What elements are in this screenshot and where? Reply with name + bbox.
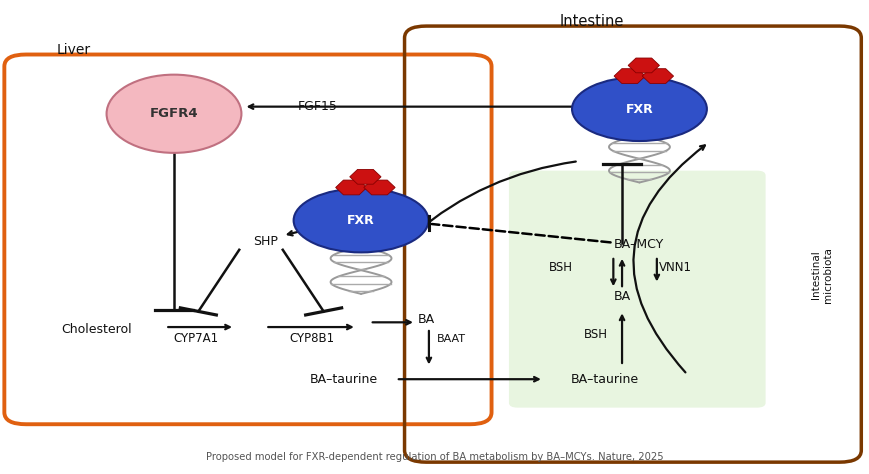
Text: FGFR4: FGFR4 xyxy=(149,107,198,120)
Text: Cholesterol: Cholesterol xyxy=(61,323,131,336)
Text: BA: BA xyxy=(417,313,434,327)
Text: Intestine: Intestine xyxy=(559,14,623,29)
Text: BA–taurine: BA–taurine xyxy=(309,373,377,386)
Text: BSH: BSH xyxy=(583,328,607,341)
Text: CYP8B1: CYP8B1 xyxy=(289,332,334,345)
Text: BA–MCY: BA–MCY xyxy=(613,237,663,251)
Ellipse shape xyxy=(572,77,706,141)
Text: FGF15: FGF15 xyxy=(297,100,337,113)
Text: SHP: SHP xyxy=(253,235,277,248)
Text: FXR: FXR xyxy=(347,214,375,227)
Text: Intestinal
microbiota: Intestinal microbiota xyxy=(811,247,832,303)
Text: Proposed model for FXR-dependent regulation of BA metabolism by BA–MCYs. Nature,: Proposed model for FXR-dependent regulat… xyxy=(206,452,663,462)
Text: BA: BA xyxy=(613,290,630,303)
FancyBboxPatch shape xyxy=(508,171,765,408)
Text: Liver: Liver xyxy=(56,43,90,57)
Ellipse shape xyxy=(107,74,242,153)
Ellipse shape xyxy=(293,189,428,252)
Text: BA–taurine: BA–taurine xyxy=(570,373,638,386)
Text: CYP7A1: CYP7A1 xyxy=(173,332,218,345)
Text: FXR: FXR xyxy=(625,102,653,116)
Text: VNN1: VNN1 xyxy=(658,261,691,274)
Text: BSH: BSH xyxy=(548,261,573,274)
Text: BAAT: BAAT xyxy=(436,334,465,344)
